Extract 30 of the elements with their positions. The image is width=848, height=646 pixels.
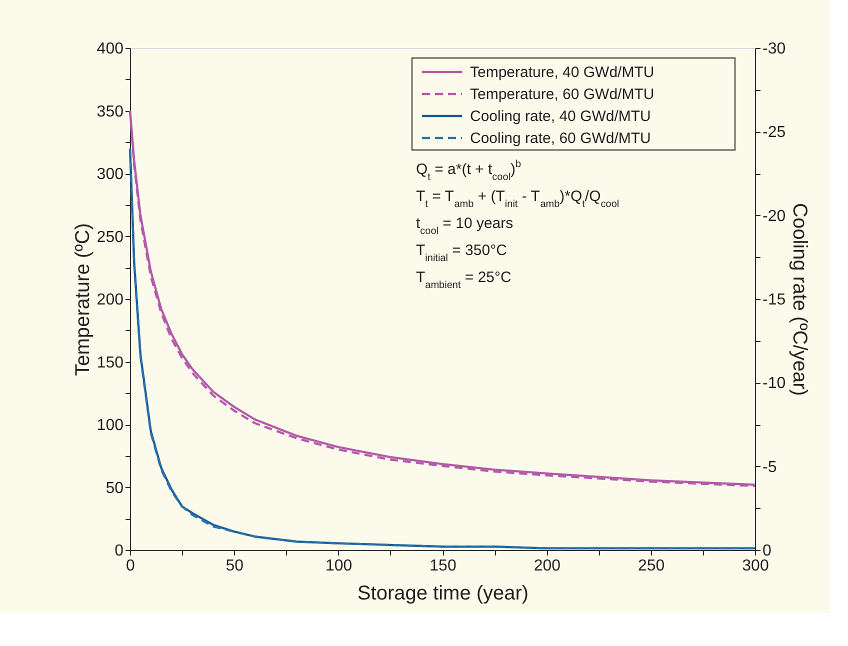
y-tick-label: 150 — [96, 354, 124, 372]
y-tick-label: 350 — [96, 103, 124, 120]
y2-tick-label: -5 — [762, 458, 777, 476]
y2-tick-label: -15 — [762, 292, 786, 308]
legend-label: Cooling rate, 40 GWd/MTU — [470, 108, 651, 125]
x-tick-label: 150 — [430, 558, 456, 574]
y2-tick-label: 0 — [762, 542, 772, 560]
y-tick-label: 300 — [96, 166, 124, 183]
legend-label: Cooling rate, 60 GWd/MTU — [470, 130, 651, 147]
y-tick-label: 0 — [114, 542, 124, 560]
x-tick-label: 50 — [226, 558, 244, 574]
legend-label: Temperature, 40 GWd/MTU — [470, 64, 654, 81]
y2-axis-title: Cooling rate (ºC/year) — [788, 203, 811, 396]
x-tick-label: 250 — [638, 558, 665, 574]
x-tick-label: 200 — [534, 558, 561, 574]
y2-tick-label: -10 — [762, 375, 786, 392]
x-tick-label: 100 — [325, 558, 352, 574]
y2-tick-label: -30 — [762, 40, 786, 58]
y-tick-label: 200 — [96, 292, 124, 308]
y2-tick-label: -20 — [762, 208, 786, 225]
legend-label: Temperature, 60 GWd/MTU — [470, 86, 654, 103]
y-axis-title: Temperature (ºC) — [72, 223, 94, 376]
x-tick-label: 300 — [742, 558, 769, 574]
y-tick-label: 400 — [96, 40, 124, 58]
y-tick-label: 50 — [106, 480, 124, 497]
y-tick-label: 100 — [96, 417, 124, 434]
y2-tick-label: -25 — [762, 124, 786, 142]
x-axis-title: Storage time (year) — [357, 582, 529, 604]
y-tick-label: 250 — [96, 228, 124, 246]
x-tick-label: 0 — [126, 558, 136, 574]
